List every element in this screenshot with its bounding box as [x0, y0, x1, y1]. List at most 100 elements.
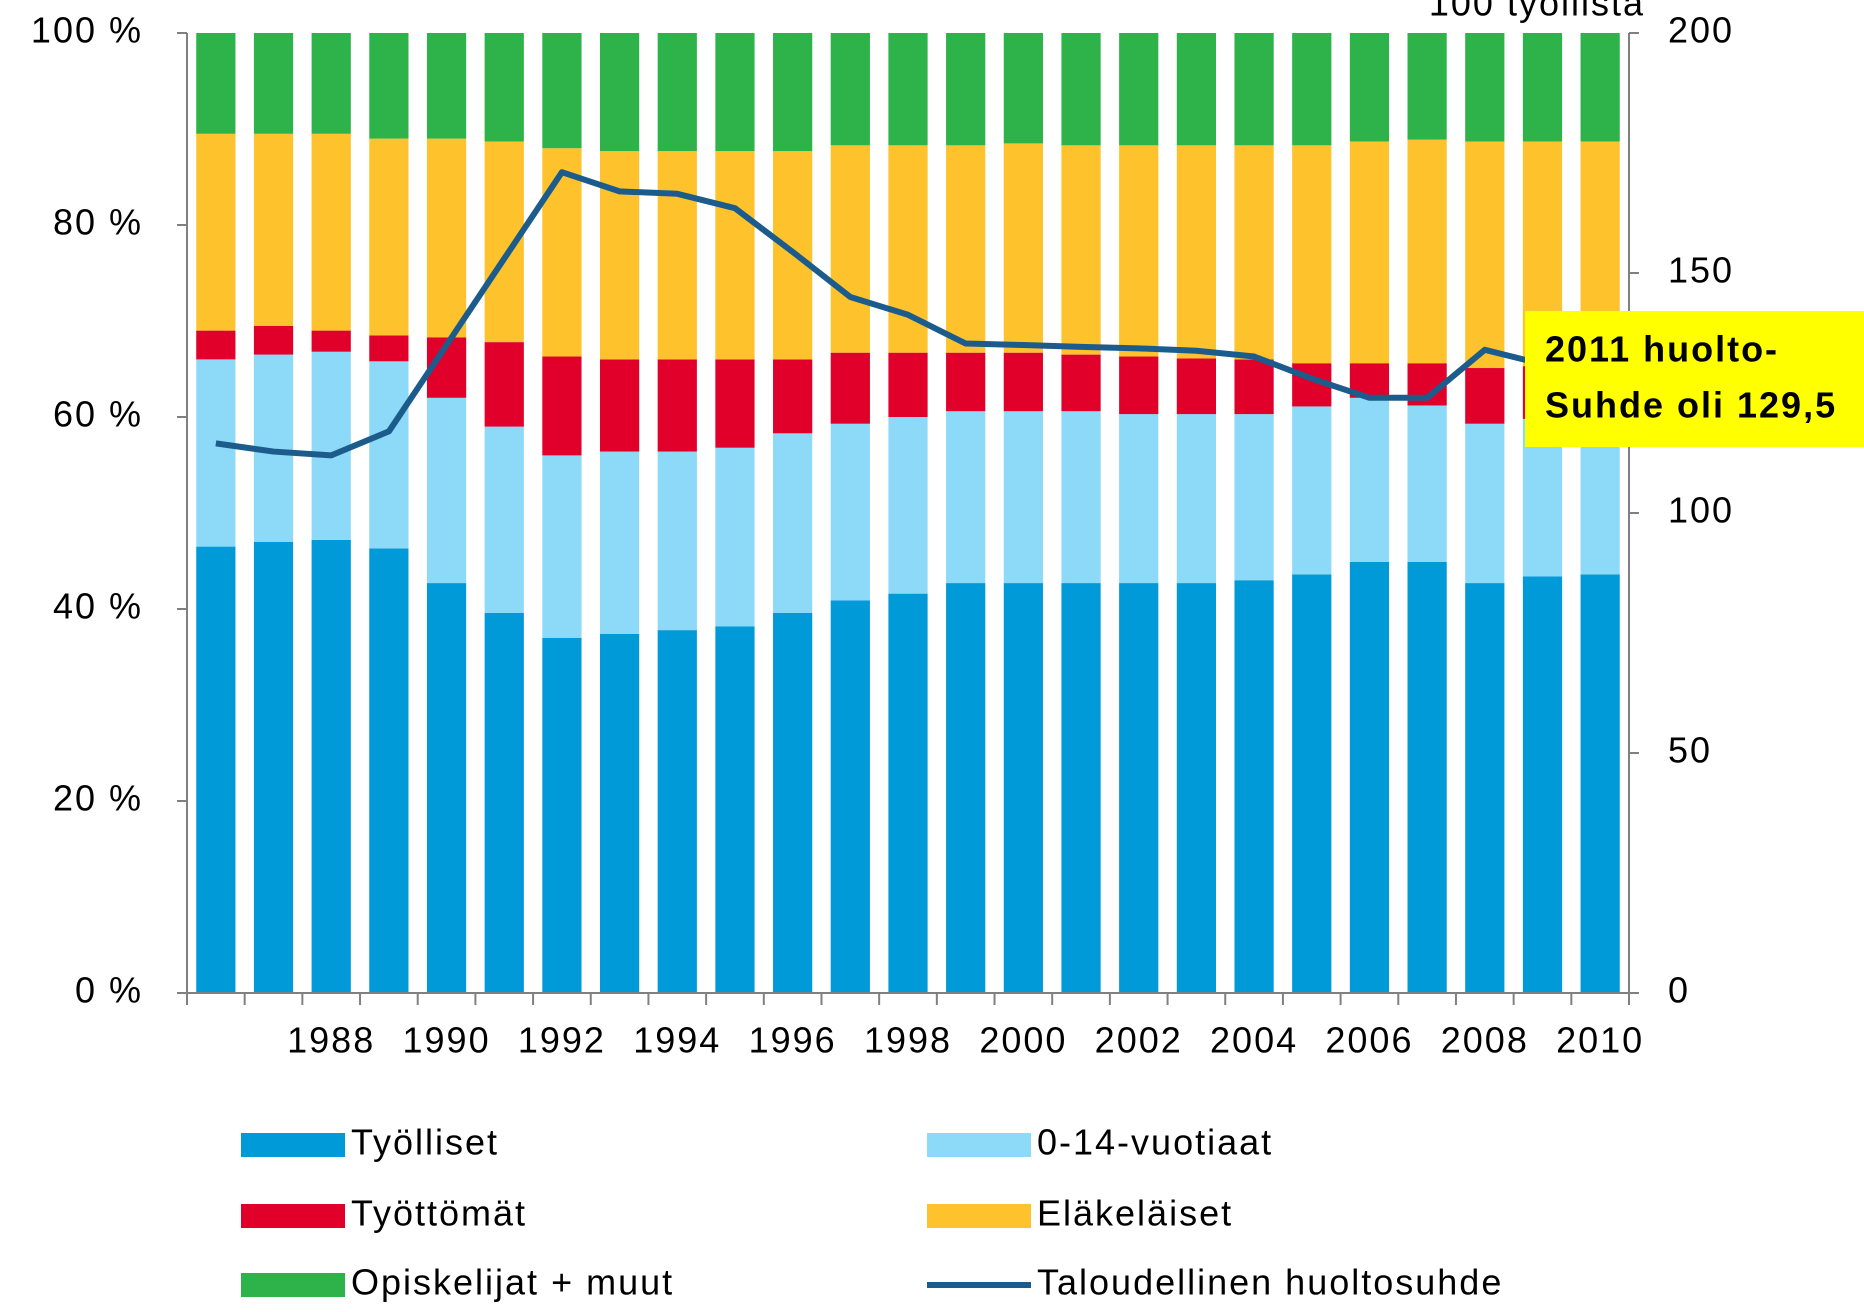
y2-tick-label: 50: [1668, 730, 1712, 771]
bar-segment: [599, 633, 640, 993]
bar-segment: [1349, 33, 1390, 142]
bar-segment: [1234, 145, 1274, 360]
bar-segment: [657, 33, 697, 152]
legend-label: Opiskelijat + muut: [351, 1262, 674, 1303]
bar-segment: [715, 359, 755, 448]
y2-axis-label: 100 työllistä: [1429, 0, 1645, 24]
bar-segment: [196, 546, 236, 993]
bar-segment: [1003, 143, 1043, 353]
bar-segment: [1292, 145, 1332, 364]
bar-segment: [311, 33, 351, 134]
x-tick-label: 1992: [518, 1020, 606, 1061]
legend-label: 0-14-vuotiaat: [1037, 1122, 1273, 1163]
bar-segment: [542, 356, 582, 456]
bar-segment: [1234, 33, 1274, 146]
legend-label: Työlliset: [351, 1122, 499, 1163]
line-series: [215, 169, 1544, 459]
bar-segment: [1176, 583, 1217, 993]
bar-segment: [1407, 561, 1447, 993]
bar-segment: [1234, 414, 1274, 581]
x-tick-label: 1998: [864, 1020, 952, 1061]
bar-segment: [946, 145, 986, 353]
bar-segment: [599, 33, 640, 152]
bar-segment: [657, 630, 697, 993]
bar-segment: [1003, 583, 1043, 993]
y2-tick-label: 100: [1668, 490, 1734, 531]
bar-segment: [1234, 580, 1274, 993]
bar-segment: [946, 33, 986, 146]
bar-segment: [484, 342, 524, 427]
bar-segment: [484, 426, 524, 613]
bar-segment: [426, 583, 467, 993]
y-tick-label: 80 %: [53, 202, 143, 243]
bar-segment: [542, 148, 582, 357]
legend-label: Eläkeläiset: [1037, 1193, 1233, 1234]
legend-label: Työttömät: [351, 1193, 527, 1234]
bar-segment: [542, 33, 582, 149]
bar-segment: [715, 151, 755, 360]
bar-segment: [369, 33, 409, 139]
bar-segment: [1119, 145, 1159, 357]
bar-segment: [1061, 583, 1101, 993]
bar-segment: [599, 451, 640, 634]
bar-segment: [542, 455, 582, 638]
bar-segment: [773, 612, 813, 993]
bar-segment: [311, 133, 351, 331]
y-tick-label: 60 %: [53, 394, 143, 435]
bar-segment: [369, 548, 409, 993]
bar-segment: [946, 583, 986, 993]
bar-segment: [1003, 411, 1043, 584]
bar-segment: [773, 359, 813, 434]
bar-segment: [369, 138, 409, 336]
bar-segment: [253, 133, 294, 326]
bar-segment: [1292, 574, 1332, 993]
x-tick-label: 2000: [979, 1020, 1067, 1061]
bar-segment: [1465, 583, 1505, 993]
bar-segment: [1176, 414, 1217, 584]
bar-segment: [253, 33, 294, 134]
bar-segment: [1176, 358, 1217, 415]
bar-segment: [1465, 423, 1505, 584]
bar-segment: [599, 151, 640, 360]
bar-segment: [311, 539, 351, 993]
bar-segment: [888, 593, 928, 993]
bar-segment: [311, 330, 351, 352]
y-tick-label: 20 %: [53, 778, 143, 819]
bar-segment: [311, 351, 351, 540]
bar-segment: [888, 33, 928, 146]
bar-segment: [253, 541, 294, 993]
bar-segment: [1119, 414, 1159, 584]
bar-segment: [1407, 139, 1447, 364]
bar-segment: [1407, 405, 1447, 562]
legend-swatch: [241, 1133, 345, 1157]
bar-segment: [1465, 141, 1505, 369]
bar-segment: [484, 33, 524, 142]
bar-segment: [1061, 411, 1101, 584]
bar-segment: [1292, 33, 1332, 146]
bar-segment: [1349, 397, 1390, 562]
bar-segment: [1061, 33, 1101, 146]
bar-segment: [196, 133, 236, 331]
bar-segment: [1522, 576, 1563, 993]
annotation-text: 2011 huolto-: [1545, 329, 1779, 370]
bar-segment: [1061, 145, 1101, 355]
bar-segment: [1465, 368, 1505, 424]
bar-segment: [253, 325, 294, 355]
bar-segment: [1580, 33, 1620, 142]
bar-segment: [715, 33, 755, 152]
y-tick-label: 40 %: [53, 586, 143, 627]
bar-segment: [1292, 406, 1332, 575]
bar-segment: [1234, 359, 1274, 415]
bar-segment: [830, 600, 870, 993]
x-tick-label: 2004: [1210, 1020, 1298, 1061]
x-tick-label: 1994: [633, 1020, 721, 1061]
bar-segment: [830, 33, 870, 146]
bar-segment: [773, 33, 813, 152]
bar-segment: [1349, 141, 1390, 364]
bar-segment: [1465, 33, 1505, 142]
bar-segment: [426, 33, 467, 139]
x-tick-label: 2008: [1441, 1020, 1529, 1061]
y2-tick-label: 150: [1668, 250, 1734, 291]
bar-segment: [1176, 33, 1217, 146]
